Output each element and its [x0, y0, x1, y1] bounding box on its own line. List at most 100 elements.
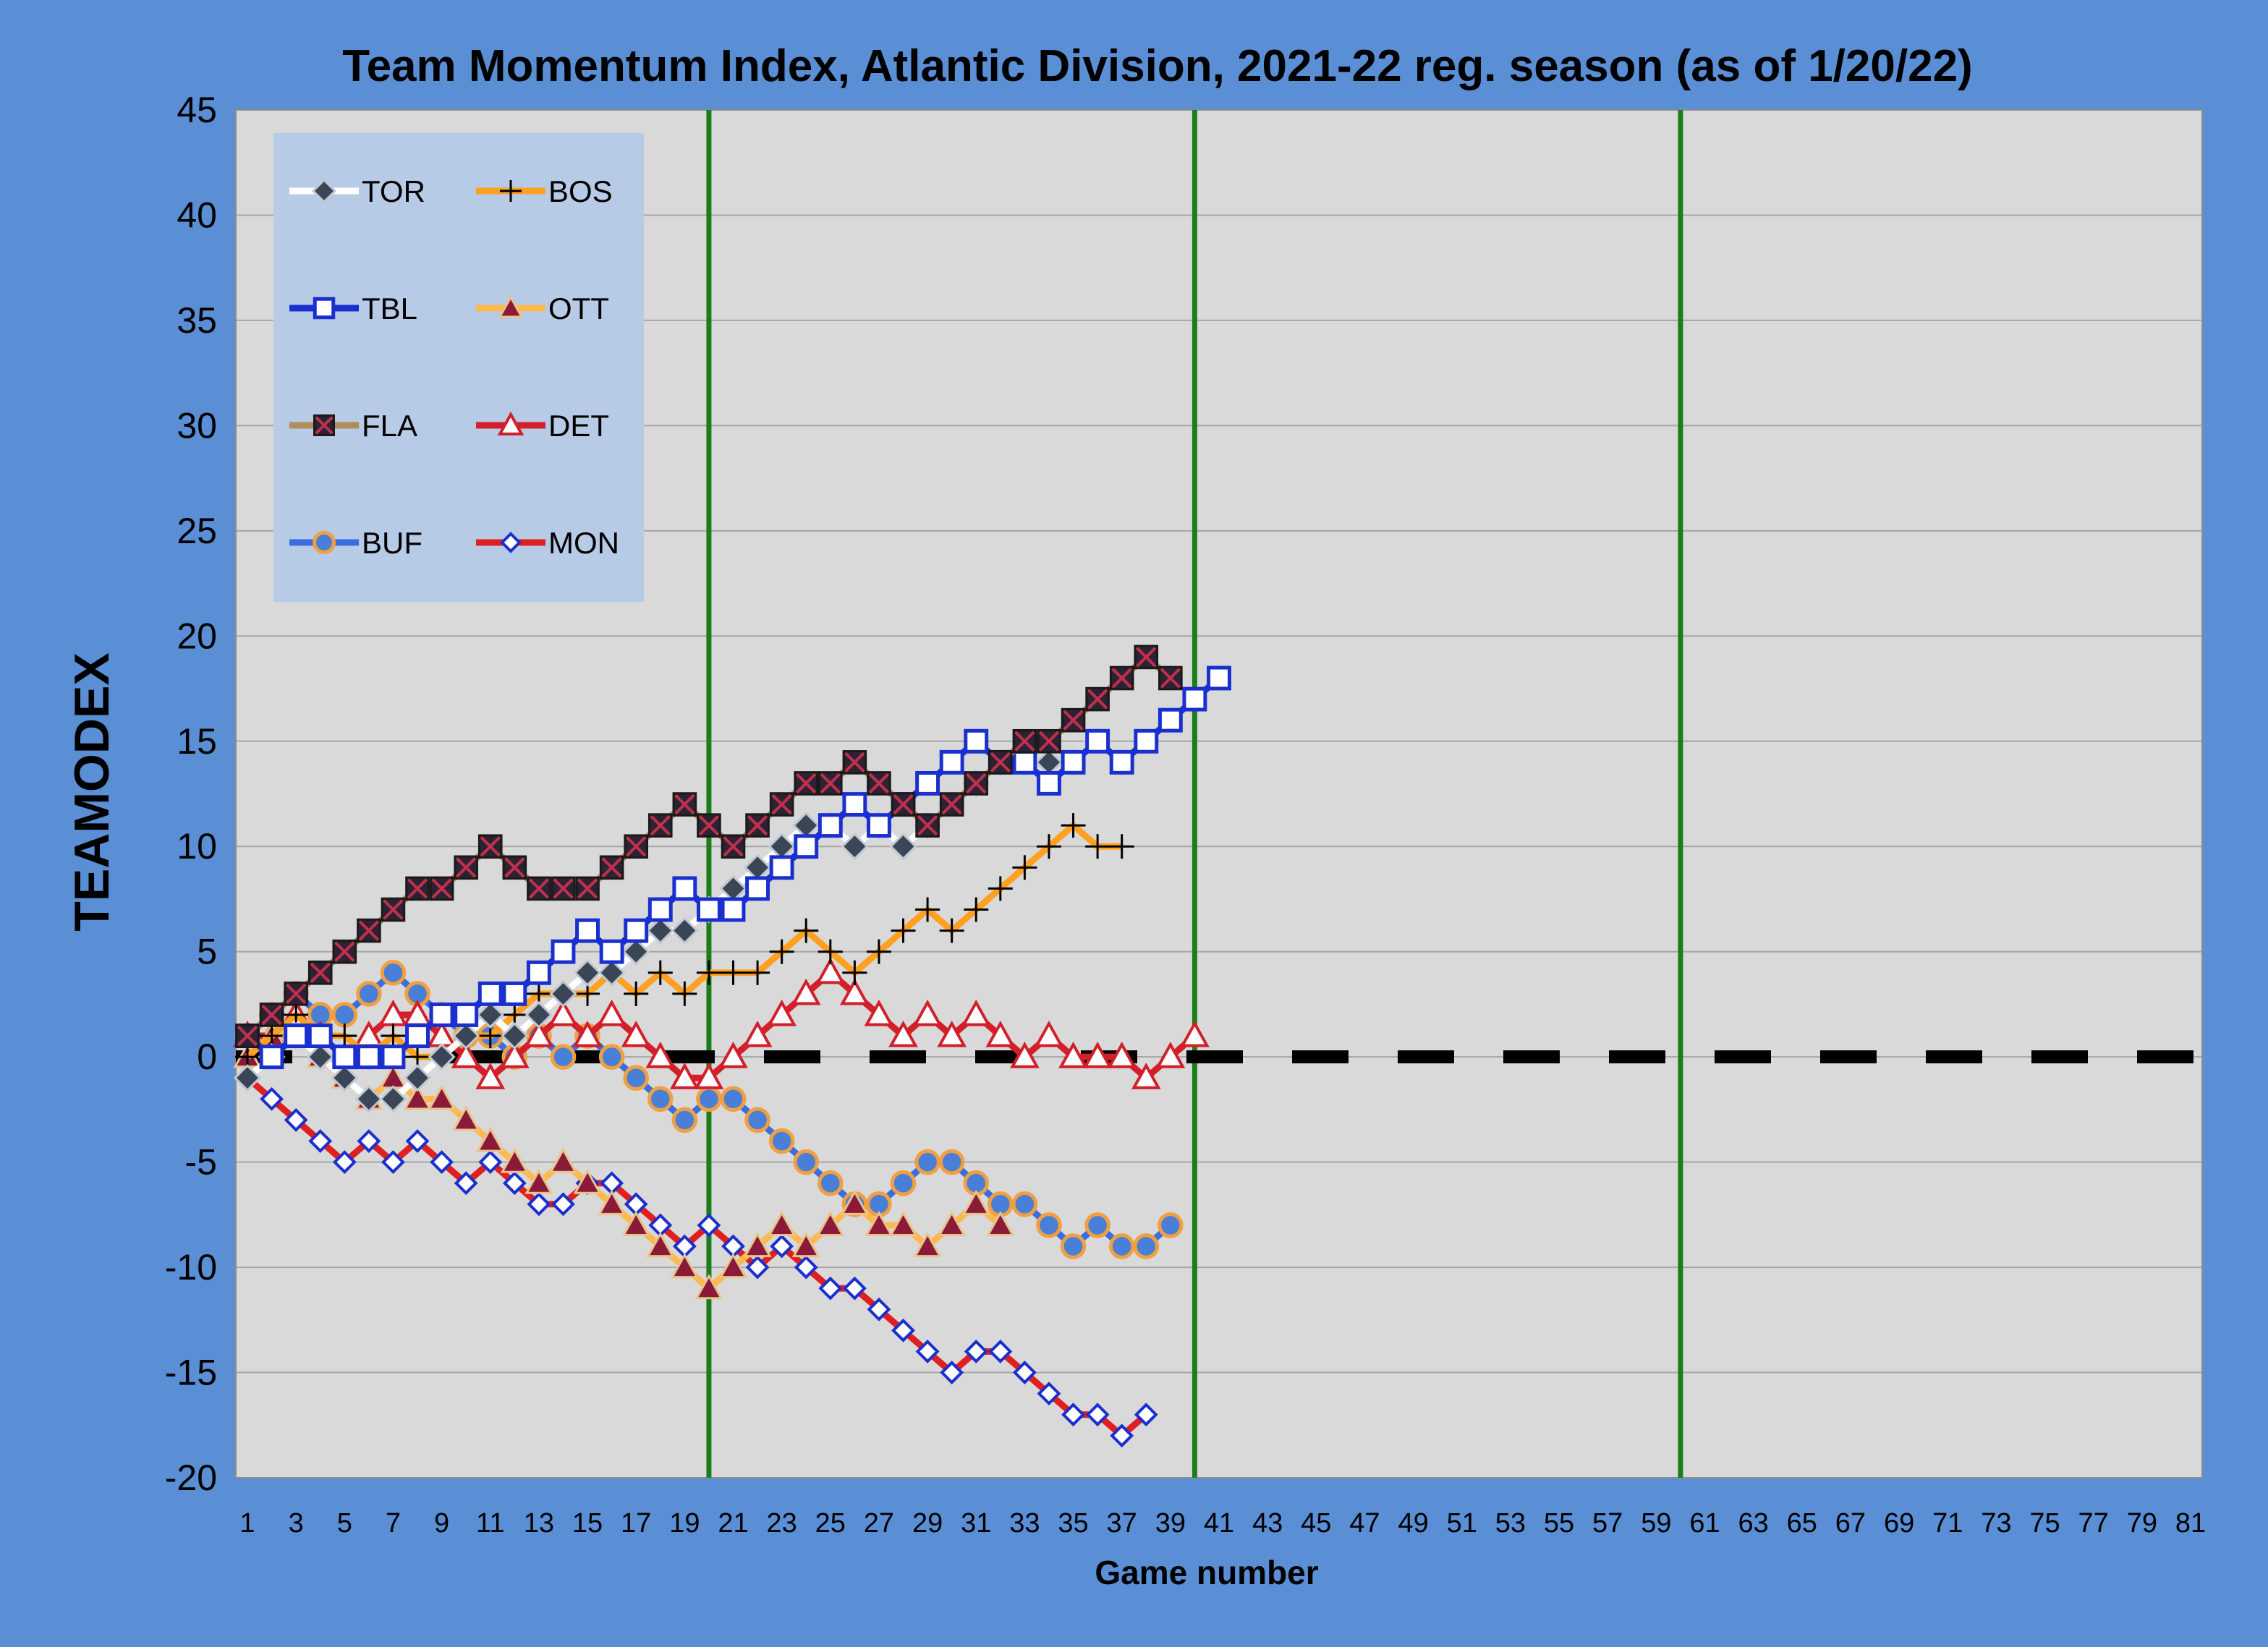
square-x-stroke-b [747, 814, 768, 836]
triangle-marker [986, 1210, 1015, 1236]
data-point [696, 960, 721, 985]
data-point [550, 1044, 577, 1070]
data-point [599, 855, 624, 880]
data-point [1107, 1042, 1137, 1068]
x-tick-label: 23 [767, 1508, 797, 1539]
diamond-open-marker [357, 1129, 381, 1153]
data-point [527, 1192, 551, 1217]
y-tick-label: 20 [177, 616, 217, 656]
legend-label: TOR [362, 174, 425, 208]
data-point [621, 1020, 651, 1047]
diamond-open-marker [1134, 1403, 1158, 1427]
data-point [1180, 1020, 1210, 1047]
diamond-open-marker [500, 532, 522, 553]
triangle-marker [498, 294, 524, 318]
square-marker [721, 897, 746, 922]
data-point [744, 1107, 770, 1133]
data-point [964, 897, 989, 922]
diamond-open-marker [527, 1192, 551, 1217]
data-point [1037, 1382, 1061, 1406]
data-point [842, 750, 867, 775]
square-x-stroke-b [431, 878, 452, 899]
data-point [791, 1231, 820, 1258]
circle-marker [938, 1149, 965, 1175]
triangle-open-marker [985, 1020, 1016, 1047]
data-point [794, 771, 819, 796]
diamond-marker [331, 1064, 359, 1092]
square-marker [502, 981, 527, 1006]
data-point [669, 1063, 700, 1089]
x-tick-label: 45 [1301, 1508, 1331, 1539]
diamond-open-marker [551, 1192, 575, 1217]
triangle-marker [598, 1189, 627, 1215]
x-tick-label: 61 [1689, 1508, 1720, 1539]
data-point [696, 897, 721, 922]
x-tick-label: 49 [1398, 1508, 1428, 1539]
diamond-marker [573, 958, 602, 987]
data-point [818, 771, 843, 796]
legend-item-tor: TOR [289, 174, 425, 208]
data-point [624, 918, 649, 943]
data-point [769, 939, 794, 964]
data-point [1037, 728, 1061, 754]
y-tick-label: 35 [177, 300, 217, 341]
data-point [671, 1107, 698, 1133]
diamond-open-marker [770, 1234, 794, 1259]
square-x-stroke-b [553, 878, 574, 899]
data-point [647, 960, 673, 985]
data-point [743, 1231, 772, 1258]
x-tick-label: 75 [2029, 1508, 2060, 1539]
data-point [647, 897, 673, 922]
circle-marker [696, 1086, 722, 1112]
data-point [791, 978, 821, 1005]
data-point [284, 982, 308, 1006]
data-point [1109, 665, 1134, 691]
data-point [647, 813, 673, 838]
data-point [307, 960, 333, 985]
square-x-stroke-b [601, 857, 622, 878]
data-point [311, 178, 337, 204]
triangle-open-marker [1180, 1020, 1210, 1047]
diamond-open-marker [454, 1171, 478, 1196]
x-tick-label: 71 [1932, 1508, 1963, 1539]
data-point [913, 1231, 942, 1258]
data-point [817, 1170, 844, 1196]
diamond-open-marker [915, 1340, 940, 1363]
square-x-stroke-b [1038, 731, 1060, 752]
x-tick-label: 53 [1495, 1508, 1526, 1539]
data-point [451, 1042, 481, 1068]
data-point [939, 792, 964, 817]
square-marker [429, 1003, 454, 1027]
data-point [405, 1129, 430, 1153]
data-point [671, 916, 699, 945]
square-marker [381, 1044, 406, 1070]
data-point [313, 531, 336, 554]
data-point [938, 1149, 965, 1175]
square-x-stroke-b [285, 983, 307, 1005]
data-point [645, 1042, 676, 1068]
data-point [891, 1318, 915, 1342]
data-point [1036, 1212, 1062, 1238]
data-point [331, 1064, 359, 1092]
triangle-open-marker [475, 1063, 506, 1089]
data-point [937, 1020, 967, 1047]
data-point [502, 855, 527, 880]
square-x-stroke-b [1087, 689, 1108, 710]
data-point [1061, 813, 1086, 838]
y-tick-label: -20 [165, 1457, 217, 1498]
data-point [259, 1003, 284, 1027]
square-x-stroke-b [334, 941, 355, 962]
x-tick-label: 79 [2127, 1508, 2157, 1539]
square-x-stroke-b [626, 836, 647, 857]
diamond-marker [549, 979, 577, 1008]
data-point [599, 939, 624, 964]
legend-label: DET [548, 409, 609, 443]
data-point [573, 1168, 602, 1194]
data-point [1036, 834, 1061, 859]
circle-marker [380, 959, 407, 986]
data-point [816, 1210, 845, 1236]
data-point [961, 999, 991, 1026]
diamond-open-marker [818, 1276, 843, 1301]
data-point [769, 855, 794, 880]
data-point [575, 918, 600, 943]
